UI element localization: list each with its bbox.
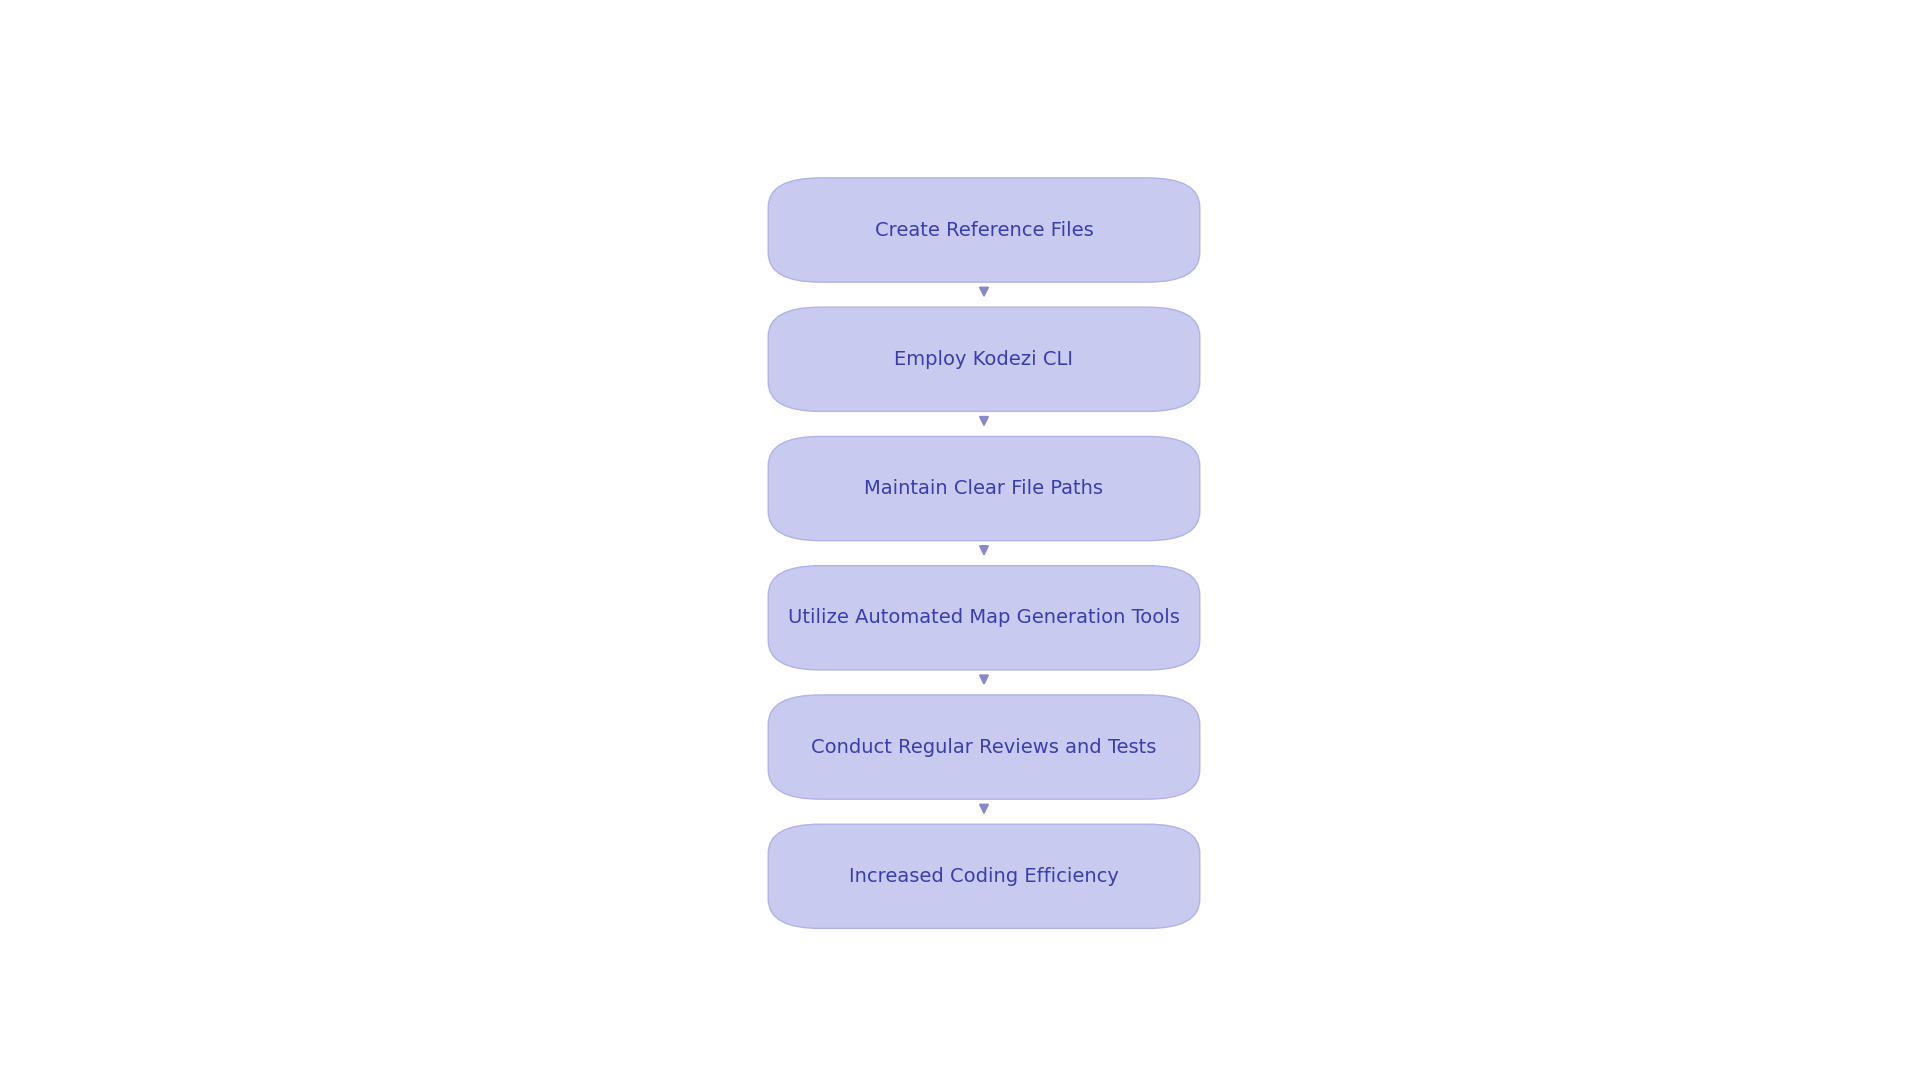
Text: Employ Kodezi CLI: Employ Kodezi CLI — [895, 350, 1073, 369]
Text: Maintain Clear File Paths: Maintain Clear File Paths — [864, 479, 1104, 498]
FancyBboxPatch shape — [768, 824, 1200, 928]
Text: Conduct Regular Reviews and Tests: Conduct Regular Reviews and Tests — [812, 738, 1156, 757]
Text: Create Reference Files: Create Reference Files — [876, 221, 1092, 239]
FancyBboxPatch shape — [768, 308, 1200, 412]
Text: Increased Coding Efficiency: Increased Coding Efficiency — [849, 866, 1119, 886]
FancyBboxPatch shape — [768, 178, 1200, 283]
FancyBboxPatch shape — [768, 436, 1200, 540]
FancyBboxPatch shape — [768, 565, 1200, 670]
FancyBboxPatch shape — [768, 695, 1200, 799]
Text: Utilize Automated Map Generation Tools: Utilize Automated Map Generation Tools — [787, 609, 1181, 627]
